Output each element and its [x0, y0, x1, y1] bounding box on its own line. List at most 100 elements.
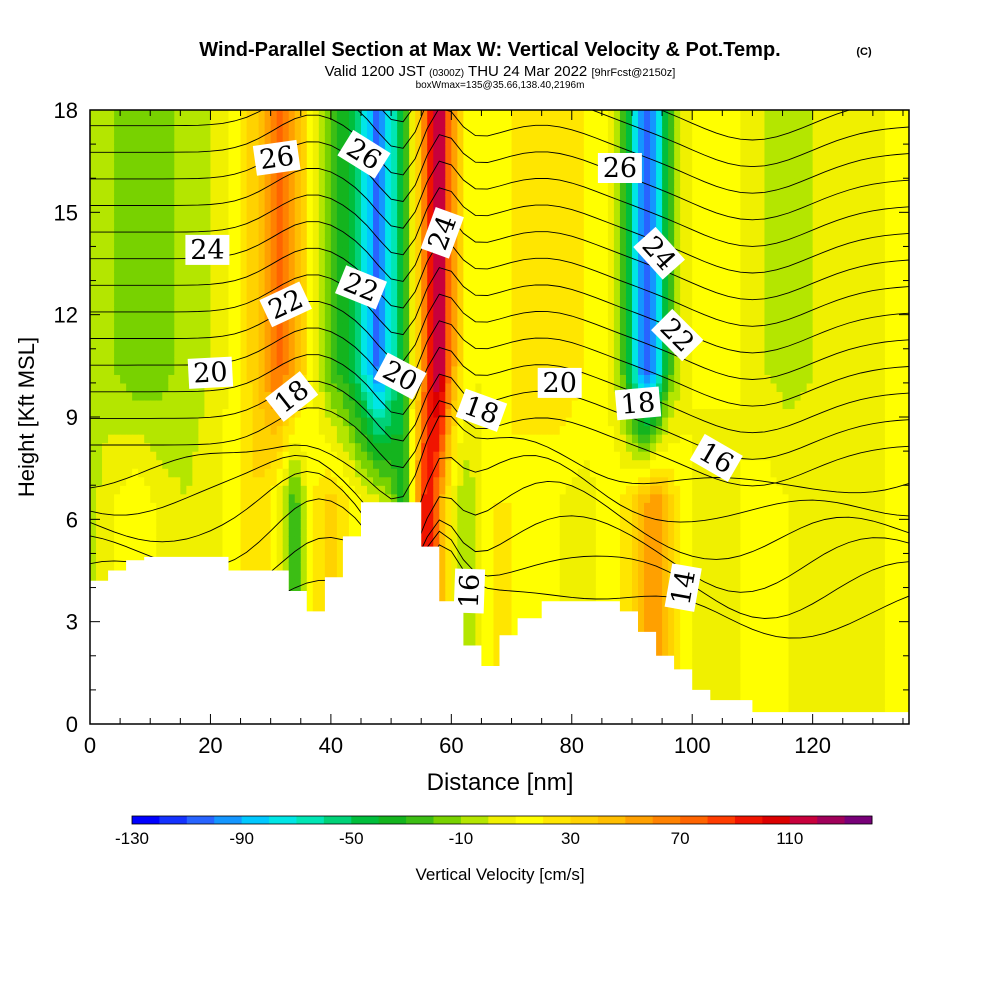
velocity-cell — [168, 229, 175, 239]
velocity-cell — [324, 442, 332, 452]
velocity-cell — [312, 289, 320, 299]
velocity-cell — [348, 468, 356, 478]
velocity-cell — [198, 161, 206, 171]
velocity-cell — [96, 306, 103, 316]
velocity-cell — [192, 186, 199, 196]
velocity-cell — [415, 442, 422, 452]
velocity-cell — [324, 289, 332, 299]
velocity-cell — [240, 178, 248, 188]
velocity-cell — [252, 237, 260, 248]
velocity-cell — [457, 229, 464, 239]
velocity-cell — [373, 212, 380, 222]
velocity-cell — [397, 306, 404, 316]
velocity-cell — [499, 570, 507, 580]
velocity-cell — [168, 510, 175, 520]
velocity-cell — [324, 135, 332, 145]
velocity-cell — [144, 246, 151, 256]
velocity-cell — [427, 297, 434, 307]
velocity-cell — [240, 553, 248, 563]
velocity-cell — [240, 135, 248, 145]
velocity-cell — [300, 365, 308, 375]
velocity-cell — [373, 118, 380, 128]
velocity-cell — [336, 417, 344, 427]
velocity-cell — [312, 485, 320, 495]
velocity-cell — [373, 459, 380, 469]
velocity-cell — [114, 297, 121, 307]
velocity-cell — [204, 502, 212, 512]
velocity-cell — [318, 604, 326, 614]
velocity-cell — [102, 561, 109, 572]
velocity-cell — [397, 195, 404, 205]
velocity-cell — [294, 579, 302, 589]
velocity-cell — [312, 357, 320, 367]
velocity-cell — [433, 289, 440, 299]
velocity-cell — [475, 161, 483, 171]
velocity-cell — [162, 510, 169, 520]
velocity-cell — [415, 229, 422, 239]
velocity-cell — [126, 229, 133, 239]
velocity-cell — [306, 237, 314, 248]
velocity-cell — [306, 510, 314, 520]
velocity-cell — [162, 169, 169, 179]
velocity-cell — [360, 212, 368, 222]
velocity-cell — [150, 399, 157, 410]
velocity-cell — [294, 365, 302, 375]
velocity-cell — [108, 152, 115, 162]
velocity-cell — [294, 323, 302, 333]
velocity-cell — [144, 340, 151, 350]
velocity-cell — [102, 527, 109, 537]
velocity-cell — [312, 340, 320, 350]
velocity-cell — [168, 263, 175, 273]
velocity-cell — [354, 237, 362, 248]
velocity-cell — [457, 459, 464, 469]
velocity-cell — [96, 195, 103, 205]
velocity-cell — [379, 399, 386, 410]
velocity-cell — [108, 331, 115, 341]
velocity-cell — [318, 323, 326, 333]
velocity-cell — [288, 510, 296, 520]
velocity-cell — [499, 579, 507, 589]
velocity-cell — [108, 519, 115, 529]
velocity-cell — [324, 459, 332, 469]
velocity-cell — [487, 604, 495, 614]
velocity-cell — [108, 476, 115, 486]
velocity-cell — [348, 220, 356, 230]
velocity-cell — [162, 399, 169, 410]
velocity-cell — [234, 536, 242, 546]
velocity-cell — [90, 502, 97, 512]
velocity-cell — [499, 348, 507, 358]
velocity-cell — [481, 476, 489, 486]
velocity-cell — [499, 365, 507, 375]
velocity-cell — [186, 417, 193, 427]
velocity-cell — [445, 272, 452, 282]
velocity-cell — [102, 237, 109, 248]
velocity-cell — [270, 382, 278, 393]
velocity-cell — [102, 536, 109, 546]
velocity-cell — [354, 229, 362, 239]
velocity-cell — [204, 476, 212, 486]
velocity-cell — [336, 468, 344, 478]
velocity-cell — [415, 280, 422, 290]
velocity-cell — [433, 272, 440, 282]
velocity-cell — [282, 186, 290, 196]
velocity-cell — [469, 434, 477, 444]
velocity-cell — [306, 459, 314, 469]
velocity-cell — [150, 510, 157, 520]
velocity-cell — [360, 382, 368, 393]
velocity-cell — [150, 357, 157, 367]
velocity-cell — [342, 519, 350, 529]
velocity-cell — [246, 476, 254, 486]
velocity-cell — [487, 229, 495, 239]
velocity-cell — [324, 161, 332, 171]
velocity-cell — [180, 169, 187, 179]
velocity-cell — [162, 272, 169, 282]
velocity-cell — [415, 263, 422, 273]
velocity-cell — [385, 323, 392, 333]
velocity-cell — [463, 186, 470, 196]
velocity-cell — [96, 229, 103, 239]
velocity-cell — [96, 220, 103, 230]
velocity-cell — [150, 382, 157, 393]
velocity-cell — [481, 289, 489, 299]
velocity-cell — [144, 468, 151, 478]
velocity-cell — [120, 425, 127, 435]
